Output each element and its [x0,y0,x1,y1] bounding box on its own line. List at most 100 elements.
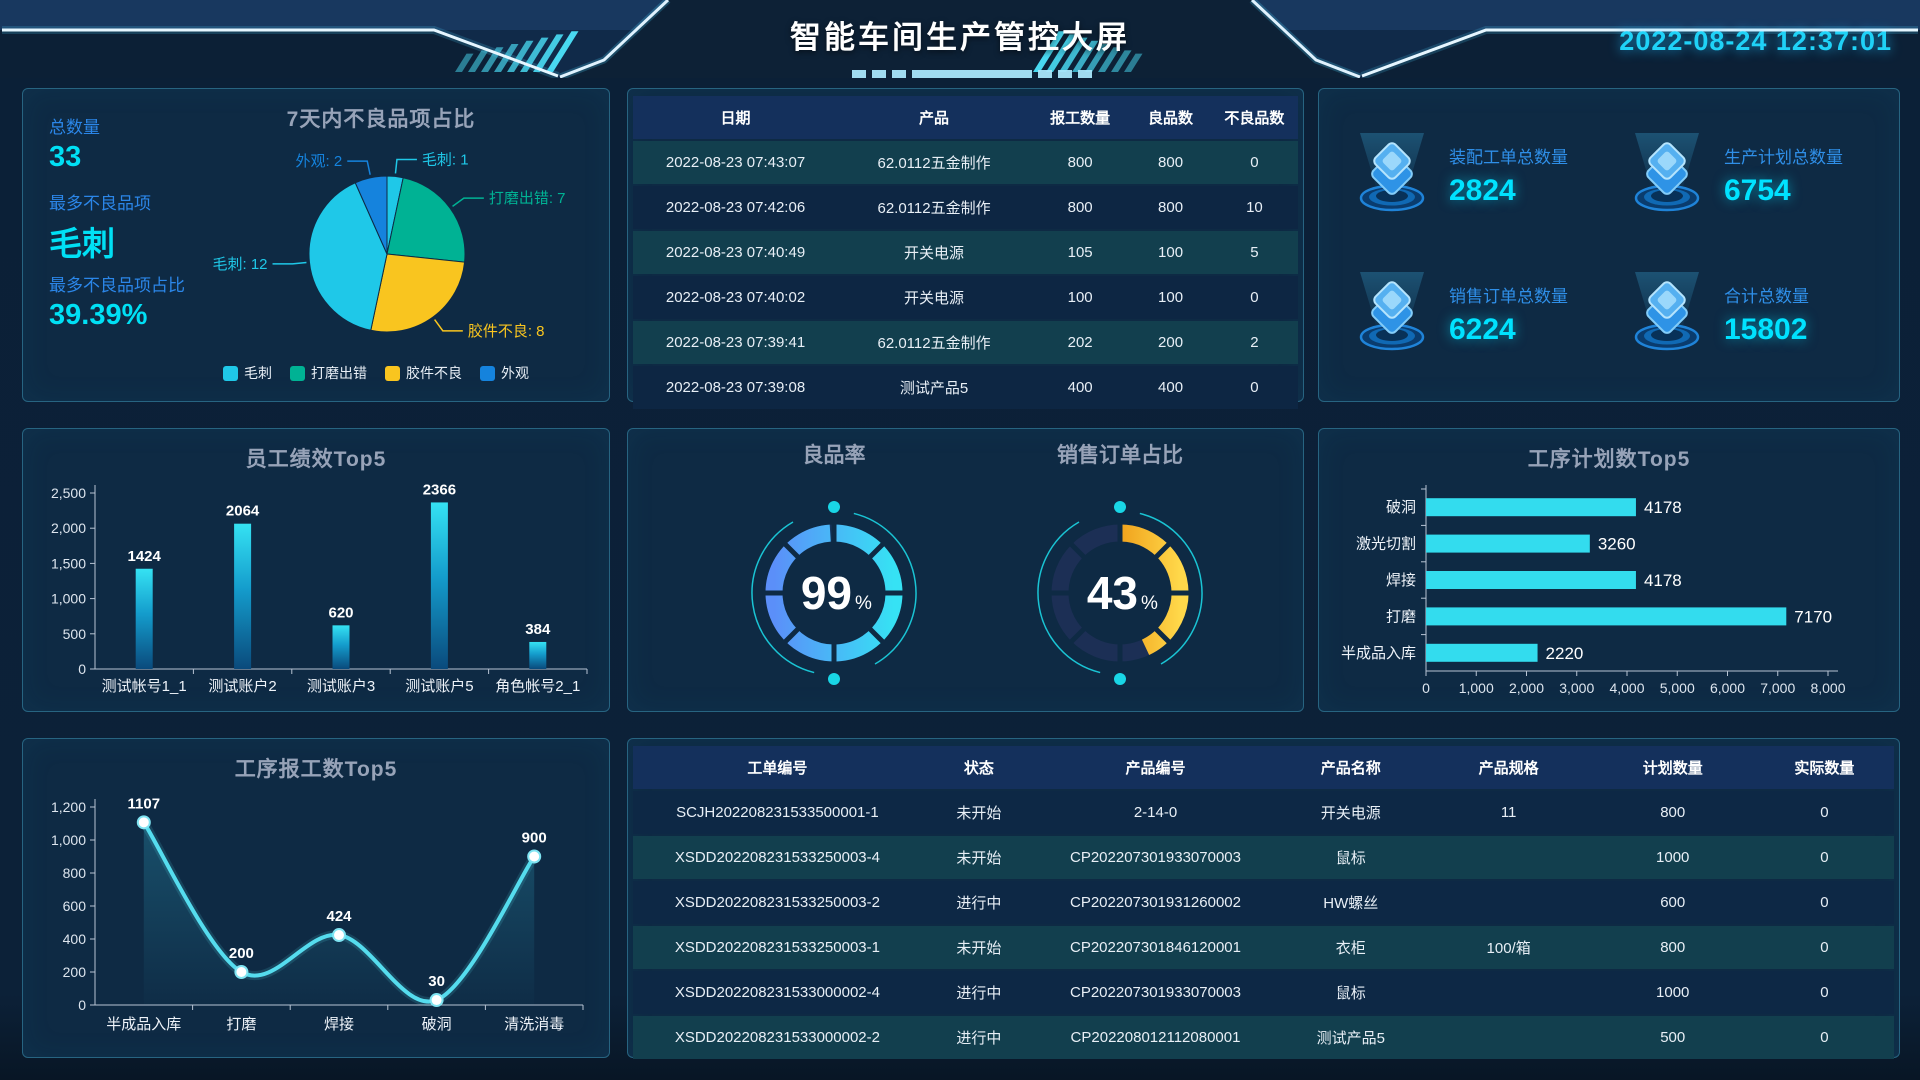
process-plan-bar-chart: 0 1,000 2,000 3,000 4,000 5,000 6,000 7,000 8,00… [1341,485,1846,696]
table-cell: XSDD202208231533000002-2 [633,1016,922,1059]
table-cell: 11 [1426,791,1591,834]
point-value: 424 [326,908,352,925]
stat-label: 最多不良品项占比 [49,276,185,295]
table-cell: CP202207301933070003 [1036,836,1275,879]
card-value: 2824 [1449,174,1516,207]
bar-value: 1424 [128,548,162,565]
bar-value: 3260 [1598,535,1636,554]
svg-text:8,000: 8,000 [1810,680,1845,696]
bar [234,523,252,669]
svg-text:400: 400 [63,931,87,947]
table-row: XSDD202208231533000002-2 进行中 CP20220801211… [633,1016,1894,1059]
table-row: 2022-08-23 07:43:07 62.0112五金制作 800 800 0 [633,141,1298,184]
table-cell: 800 [1130,141,1211,184]
table-cell: 衣柜 [1274,926,1427,969]
table-cell: 0 [1754,791,1894,834]
column-header: 产品 [838,96,1031,139]
table-cell: CP202208012112080001 [1036,1016,1275,1059]
bar-category: 测试账户3 [307,678,375,695]
data-point [234,965,249,979]
summary-card-total: 合计总数量 15802 [1612,248,1881,381]
table-cell: 鼠标 [1274,836,1427,879]
table-cell [1426,881,1591,924]
table-cell: 2022-08-23 07:39:41 [633,321,839,364]
table-cell: 1000 [1590,971,1755,1014]
table-cell: 202 [1030,321,1131,364]
table-cell: 2022-08-23 07:40:02 [633,276,839,319]
column-header: 报工数量 [1030,96,1131,139]
table-cell: 0 [1754,836,1894,879]
data-point [527,849,542,864]
stat-top-defect-ratio: 最多不良品项占比 39.39% [49,271,185,332]
data-point [136,815,151,830]
bar [332,625,350,669]
card-label: 销售订单总数量 [1449,287,1568,306]
bar-category: 测试帐号1_1 [102,678,187,695]
table-cell: 未开始 [921,791,1037,834]
column-header: 产品编号 [1036,746,1275,789]
svg-text:6,000: 6,000 [1710,680,1745,696]
production-report-table: 日期 产品 报工数量 良品数 不良品数 2022-08-23 07:43:07 62.011… [633,94,1298,411]
pie-label: 胶件不良: 8 [468,323,545,340]
point-value: 900 [522,830,547,847]
table-row: 2022-08-23 07:39:41 62.0112五金制作 202 200 2 [633,321,1298,364]
layers-icon [1633,131,1701,212]
bar-category: 测试账户5 [405,678,473,695]
column-header: 日期 [633,96,839,139]
table-row: XSDD202208231533250003-1 未开始 CP20220730184… [633,926,1894,969]
column-header: 产品规格 [1426,746,1591,789]
table-cell: 100 [1130,276,1211,319]
table-cell: 600 [1590,881,1755,924]
table-cell: 开关电源 [838,276,1031,319]
stat-label: 最多不良品项 [49,194,151,213]
legend-swatch [223,365,238,381]
page-title: 智能车间生产管控大屏 [790,20,1130,55]
card-label: 合计总数量 [1724,287,1809,306]
table-cell: XSDD202208231533250003-4 [633,836,922,879]
table-cell: 800 [1590,791,1755,834]
stat-label: 总数量 [49,118,100,137]
legend-swatch [480,365,495,381]
table-cell: 100/箱 [1426,926,1591,969]
table-cell: 2-14-0 [1036,791,1275,834]
table-cell: 10 [1210,186,1298,229]
pie-slice [386,177,466,263]
pie-label: 毛刺: 12 [212,256,267,273]
table-cell: 62.0112五金制作 [838,141,1031,184]
point-value: 1107 [128,795,161,812]
table-cell: 2022-08-23 07:43:07 [633,141,839,184]
table-cell: HW螺丝 [1274,881,1427,924]
bar [529,641,547,669]
legend-swatch [385,365,400,381]
table-row: 2022-08-23 07:39:08 测试产品5 400 400 0 [633,366,1298,409]
layers-icon [1358,131,1426,212]
table-cell: 0 [1754,971,1894,1014]
bar-value: 620 [328,604,353,621]
svg-text:7,000: 7,000 [1760,680,1795,696]
table-cell: 800 [1590,926,1755,969]
column-header: 良品数 [1130,96,1211,139]
panel-order-table: 工单编号 状态 产品编号 产品名称 产品规格 计划数量 实际数量 SCJH2022082315… [627,738,1900,1061]
pie-slice [354,175,388,255]
table-cell: 测试产品5 [1274,1016,1427,1059]
card-value: 6224 [1449,313,1516,346]
table-cell: 500 [1590,1016,1755,1059]
svg-text:2,000: 2,000 [1509,680,1544,696]
sales-gauge-block: 销售订单占比 43% [970,439,1270,712]
gauge-title: 良品率 [802,444,866,467]
work-order-table: 工单编号 状态 产品编号 产品名称 产品规格 计划数量 实际数量 SCJH2022082315… [633,744,1894,1061]
table-cell: SCJH202208231533500001-1 [633,791,922,834]
svg-text:0: 0 [1422,680,1430,696]
card-value: 6754 [1724,174,1791,207]
layers-icon [1358,270,1426,351]
table-wrap: 工单编号 状态 产品编号 产品名称 产品规格 计划数量 实际数量 SCJH2022082315… [633,744,1894,1061]
point-value: 200 [229,945,254,962]
pie-label: 外观: 2 [296,153,343,170]
table-cell: 0 [1754,926,1894,969]
stat-value: 毛刺 [49,225,115,262]
svg-text:2,500: 2,500 [51,485,86,501]
svg-text:4,000: 4,000 [1609,680,1644,696]
table-cell: 鼠标 [1274,971,1427,1014]
table-cell: 100 [1030,276,1131,319]
yield-gauge-block: 良品率 99% [684,439,984,712]
